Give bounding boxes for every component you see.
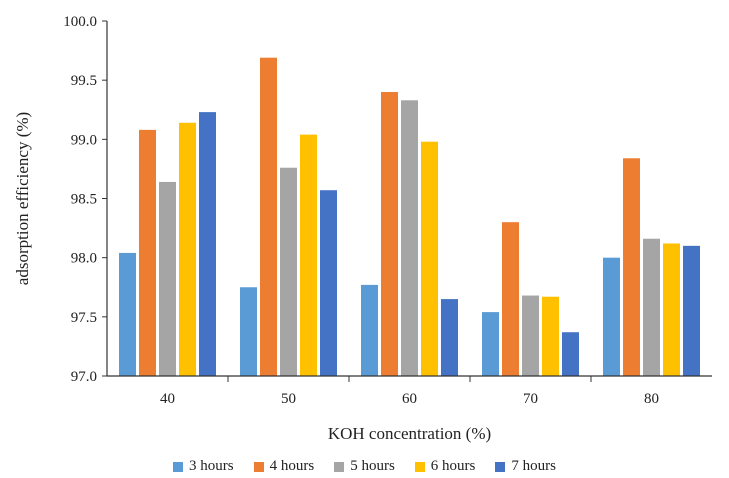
bar-5-hours-80 xyxy=(643,238,660,376)
bar-6-hours-40 xyxy=(179,122,196,377)
y-tick-label: 99.5 xyxy=(71,73,97,89)
legend: 3 hours 4 hours 5 hours 6 hours 7 hours xyxy=(0,458,729,475)
y-tick-label: 97.5 xyxy=(71,310,97,326)
legend-label: 7 hours xyxy=(511,458,556,474)
x-tick-label: 50 xyxy=(281,391,296,407)
bar-5-hours-40 xyxy=(159,181,176,376)
legend-label: 4 hours xyxy=(269,458,315,474)
bar-4-hours-80 xyxy=(623,158,640,376)
bar-3-hours-40 xyxy=(119,252,136,376)
legend-swatch xyxy=(414,461,425,472)
bar-4-hours-50 xyxy=(260,57,277,376)
bar-4-hours-60 xyxy=(381,92,398,376)
y-tick-label: 98.5 xyxy=(71,192,97,208)
legend-item: 4 hours xyxy=(253,458,315,475)
bar-7-hours-40 xyxy=(199,112,216,376)
legend-item: 6 hours xyxy=(414,458,476,475)
legend-label: 3 hours xyxy=(189,458,234,474)
y-axis-title: adsorption efficiency (%) xyxy=(13,112,32,285)
bars-group xyxy=(119,57,700,377)
bar-6-hours-70 xyxy=(542,296,559,376)
y-ticks-group: 97.0 97.5 98.0 98.5 99.0 99.5 100.0 xyxy=(63,14,107,385)
bar-3-hours-80 xyxy=(603,257,620,376)
legend-label: 5 hours xyxy=(350,458,395,474)
x-tick-label: 80 xyxy=(644,391,659,407)
bar-4-hours-40 xyxy=(139,129,156,376)
x-tick-label: 70 xyxy=(523,391,538,407)
legend-swatch xyxy=(495,461,506,472)
y-tick-label: 98.0 xyxy=(71,251,97,267)
bar-chart: 97.0 97.5 98.0 98.5 99.0 99.5 100.0 40 50 60 70 80… xyxy=(13,14,712,443)
bar-5-hours-50 xyxy=(280,167,297,376)
bar-7-hours-50 xyxy=(320,190,337,376)
legend-swatch xyxy=(334,461,345,472)
bar-3-hours-60 xyxy=(361,284,378,376)
bar-7-hours-60 xyxy=(441,299,458,376)
legend-swatch xyxy=(173,461,184,472)
y-tick-label: 97.0 xyxy=(71,369,97,385)
x-tick-label: 40 xyxy=(160,391,175,407)
bar-4-hours-70 xyxy=(502,222,519,376)
y-tick-label: 99.0 xyxy=(71,132,97,148)
bar-6-hours-60 xyxy=(421,141,438,376)
bar-5-hours-60 xyxy=(401,100,418,377)
bar-6-hours-50 xyxy=(300,134,317,376)
bar-7-hours-80 xyxy=(683,245,700,376)
bar-5-hours-70 xyxy=(522,295,539,376)
x-axis-title: KOH concentration (%) xyxy=(328,424,491,443)
legend-swatch xyxy=(253,461,264,472)
bar-3-hours-70 xyxy=(482,312,499,376)
x-ticks-group: 40 50 60 70 80 xyxy=(160,376,659,407)
legend-item: 3 hours xyxy=(173,458,234,475)
bar-7-hours-70 xyxy=(562,332,579,376)
legend-item: 7 hours xyxy=(495,458,556,475)
x-tick-label: 60 xyxy=(402,391,417,407)
legend-label: 6 hours xyxy=(430,458,476,474)
legend-item: 5 hours xyxy=(334,458,395,475)
bar-6-hours-80 xyxy=(663,243,680,376)
y-tick-label: 100.0 xyxy=(63,14,97,30)
bar-3-hours-50 xyxy=(240,287,257,376)
